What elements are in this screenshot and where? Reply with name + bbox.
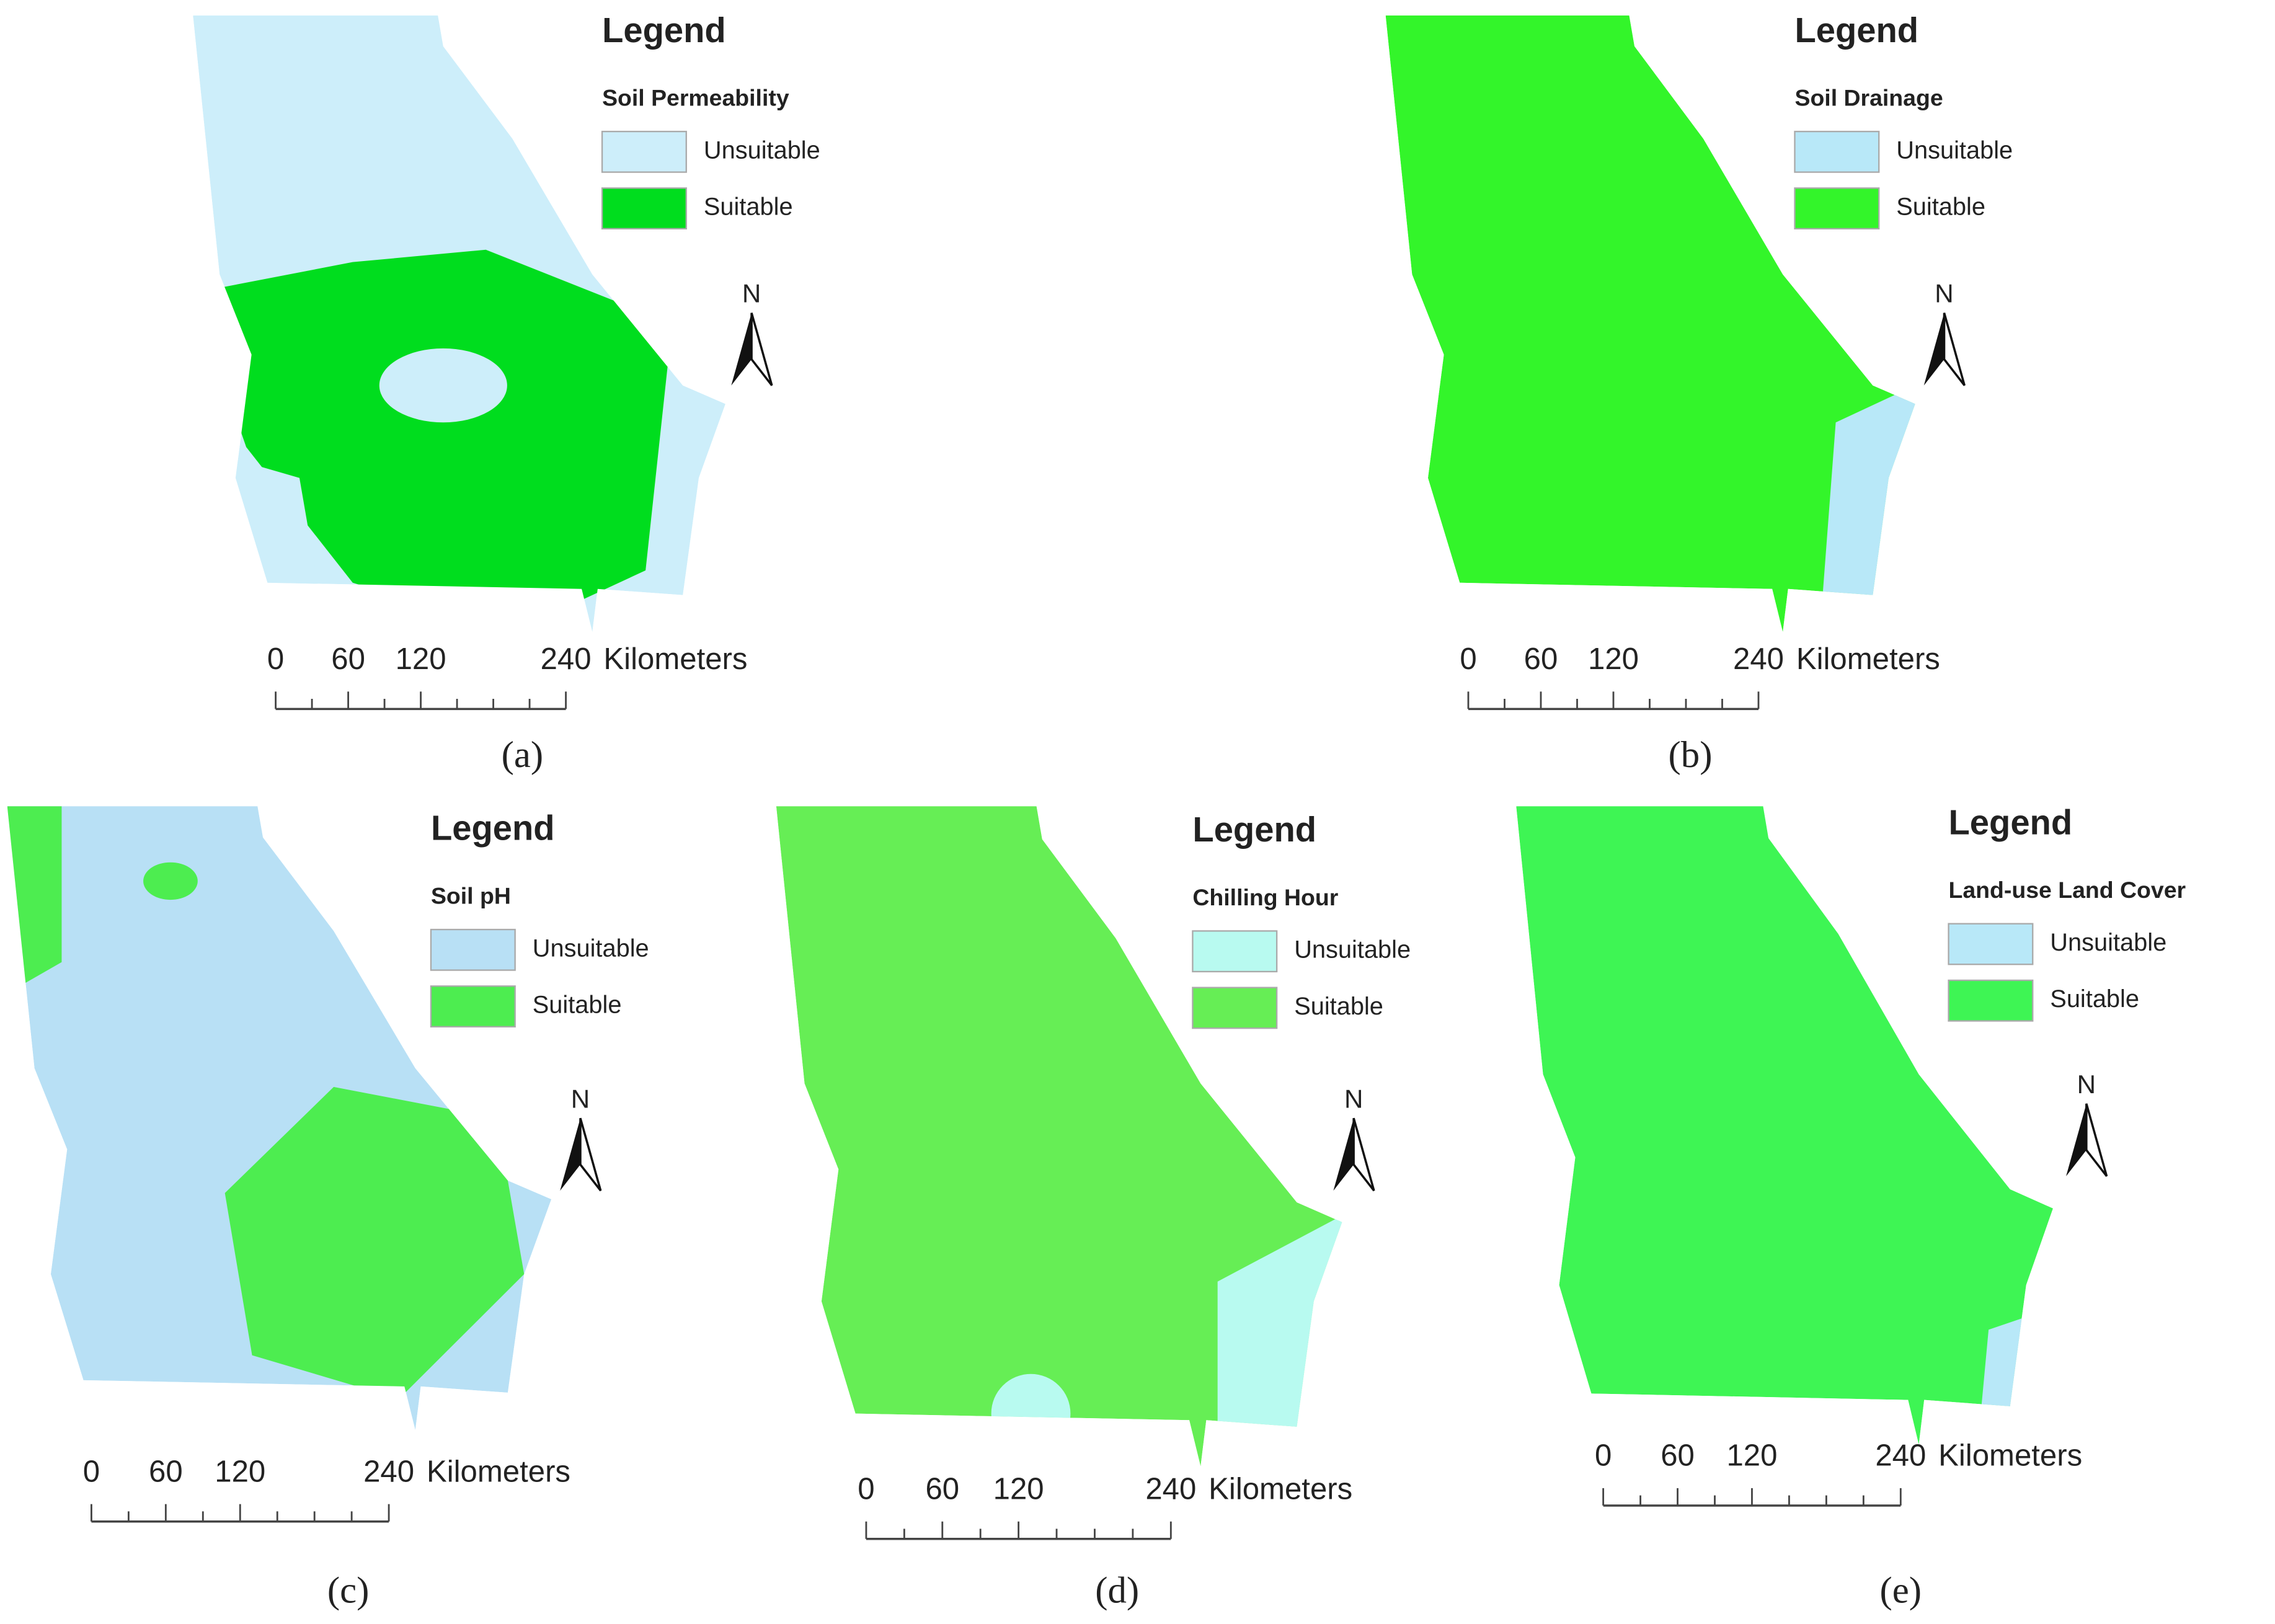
scale-unit: Kilometers [603,642,747,676]
panel: Legend Chilling Hour Unsuitable Suitable N 0 6… [776,806,1411,1612]
scale-label: 240 [541,642,592,676]
scale-label: 240 [1733,642,1784,676]
scale-unit: Kilometers [427,1455,570,1488]
map-region [224,1086,525,1399]
legend-label: Suitable [1294,993,1383,1020]
scale-label: 240 [363,1455,414,1488]
north-arrow [1923,313,1945,386]
legend-swatch [430,928,516,971]
scale-label: 60 [331,642,365,676]
legend-swatch [1794,187,1880,230]
scale-label: 0 [858,1473,874,1506]
north-label: N [571,1084,590,1113]
north-label: N [1935,279,1953,308]
north-arrow [2066,1103,2087,1176]
legend-label: Suitable [533,992,622,1019]
map-region [776,806,1342,1466]
north-label: N [742,279,761,308]
caption: (e) [1880,1570,1922,1612]
north-label: N [2077,1070,2096,1099]
legend-swatch [601,187,687,230]
legend-layer: Land-use Land Cover [1949,877,2186,903]
legend-swatch [1794,130,1880,173]
legend-label: Unsuitable [704,136,820,164]
north-arrow [2085,1103,2108,1177]
legend-swatch [1192,930,1278,973]
caption: (d) [1095,1570,1139,1612]
scale-label: 0 [1595,1439,1612,1473]
map-region [991,1373,1071,1453]
north-label: N [1344,1084,1363,1113]
legend-layer: Chilling Hour [1192,884,1338,910]
legend-title: Legend [1794,11,1918,50]
panel: Legend Soil Permeability Unsuitable Suitabl… [193,11,820,776]
scale-label: 120 [1726,1439,1777,1473]
legend-label: Unsuitable [1294,936,1411,964]
north-arrow [731,313,752,386]
north-arrow [1333,1118,1354,1191]
legend-label: Suitable [1896,193,1985,221]
map-region [7,806,62,993]
legend-label: Suitable [2050,985,2139,1013]
caption: (b) [1669,734,1713,776]
scale-label: 120 [396,642,446,676]
map-region [193,249,673,632]
legend-label: Unsuitable [1896,136,2013,164]
scale-label: 60 [1661,1439,1695,1473]
legend-swatch [601,130,687,173]
scale-label: 60 [149,1455,183,1488]
scale-label: 0 [267,642,284,676]
scale-label: 60 [1524,642,1558,676]
panel: Legend Land-use Land Cover Unsuitable Suita… [1516,802,2186,1612]
map-region [793,1400,850,1453]
caption: (c) [327,1570,370,1612]
scale-label: 240 [1145,1473,1196,1506]
north-arrow [750,313,773,386]
legend-swatch [430,985,516,1027]
legend-label: Unsuitable [533,934,649,962]
north-arrow [579,1117,602,1192]
panel: Legend Soil pH Unsuitable Suitable N 0 60 120 24… [7,806,649,1612]
legend-layer: Soil Drainage [1794,84,1943,110]
legend-swatch [1192,987,1278,1029]
north-arrow [1943,313,1966,386]
legend-layer: Soil pH [431,882,511,908]
legend-title: Legend [1192,810,1316,849]
legend-label: Suitable [704,193,793,221]
legend-title: Legend [1949,802,2073,841]
scale-unit: Kilometers [1796,642,1940,676]
scale-label: 120 [215,1455,265,1488]
north-arrow [1352,1117,1375,1192]
map-region [379,348,507,423]
legend-layer: Soil Permeability [602,84,789,110]
scale-unit: Kilometers [1938,1439,2082,1473]
caption: (a) [502,734,544,776]
north-arrow [560,1118,580,1191]
legend-title: Legend [602,11,726,50]
legend-swatch [1948,923,2034,965]
map-region [1516,806,2053,1445]
map-region [1385,15,1915,632]
map [7,806,552,1431]
scale-label: 240 [1875,1439,1926,1473]
scale-label: 0 [83,1455,100,1488]
legend-label: Unsuitable [2050,929,2166,956]
scale-label: 60 [925,1473,959,1506]
scale-unit: Kilometers [1208,1473,1352,1506]
legend-title: Legend [431,809,555,848]
legend-swatch [1948,979,2034,1022]
scale-label: 120 [993,1473,1044,1506]
panel: Legend Soil Drainage Unsuitable Suitable N 0 6… [1385,11,2013,776]
map-region [143,862,198,900]
scale-label: 0 [1460,642,1476,676]
scale-label: 120 [1588,642,1639,676]
